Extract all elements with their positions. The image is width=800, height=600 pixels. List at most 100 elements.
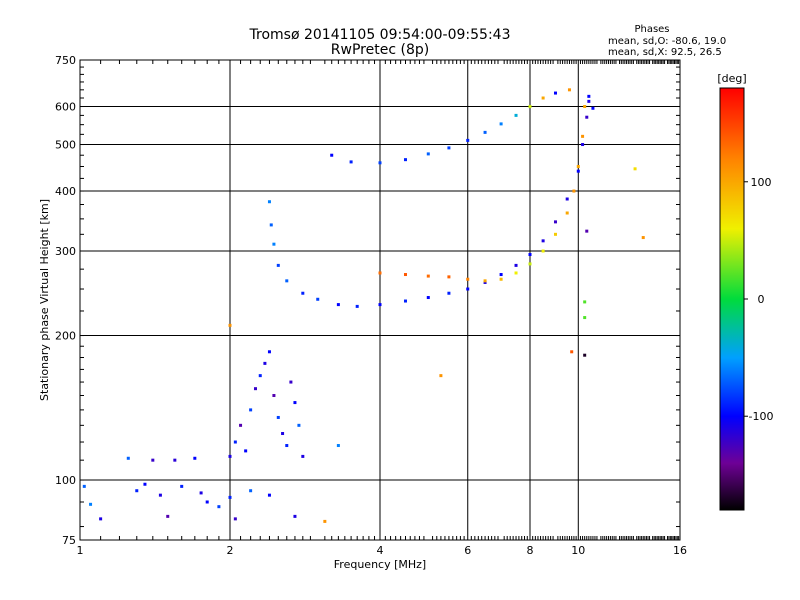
x-tick-label: 10 [571,544,585,557]
data-point [426,152,430,156]
data-point [180,484,184,488]
data-point [483,130,487,134]
data-point [289,380,293,384]
data-point [173,458,177,462]
data-point [466,287,470,291]
y-tick-label: 75 [62,534,76,547]
data-point [576,164,580,168]
x-axis-label: Frequency [MHz] [334,558,426,571]
chart-subtitle: RwPretec (8p) [331,42,429,58]
data-point [378,303,382,307]
data-point [581,134,585,138]
phase-x-stats: mean, sd,X: 92.5, 26.5 [608,47,722,58]
plot-frame [79,59,681,541]
x-tick-label: 4 [377,544,384,557]
data-point [514,113,518,117]
data-point [585,115,589,119]
x-tick-label: 2 [227,544,234,557]
data-point [126,456,130,460]
data-point [528,253,532,257]
data-point [269,223,273,227]
data-point [336,303,340,307]
data-point [466,277,470,281]
data-point [572,189,576,193]
data-point [276,415,280,419]
colorbar-label: [deg] [717,72,746,85]
data-point [217,505,221,509]
data-point [499,273,503,277]
data-point [297,423,301,427]
data-point [426,274,430,278]
x-tick-label: 1 [77,544,84,557]
data-point [585,229,589,233]
data-point [228,323,232,327]
data-point [89,502,93,506]
data-point [272,242,276,246]
colorbar-tick-label: 100 [751,176,772,189]
data-point [403,299,407,303]
x-tick-label: 16 [673,544,687,557]
x-tick-label: 6 [464,544,471,557]
data-point [267,493,271,497]
data-point [355,304,359,308]
data-point [641,236,645,240]
data-point [583,316,587,320]
data-point [285,444,289,448]
data-point [249,408,253,412]
data-point [281,432,285,436]
data-point [514,263,518,267]
data-point [349,160,353,164]
data-point [633,167,637,171]
phase-o-stats: mean, sd,O: -80.6, 19.0 [608,36,726,47]
data-point [403,273,407,277]
y-tick-label: 750 [55,54,76,67]
colorbar-gradient [719,87,745,511]
data-point [378,271,382,275]
data-point [541,96,545,100]
data-point [466,138,470,142]
data-point [447,291,451,295]
data-point [205,500,209,504]
data-point [253,387,257,391]
data-point [285,279,289,283]
data-point [528,105,532,109]
data-point [228,454,232,458]
data-point [276,263,280,267]
colorbar-tick-label: 0 [758,293,765,306]
data-point [583,105,587,109]
data-point [301,454,305,458]
data-point [272,394,276,398]
data-point [541,239,545,243]
data-point [583,353,587,357]
data-point [233,440,237,444]
data-point [567,88,571,92]
data-point [581,143,585,147]
data-point [239,423,243,427]
data-point [565,197,569,201]
y-tick-label: 300 [55,245,76,258]
y-axis-label: Stationary phase Virtual Height [km] [38,199,51,401]
data-point [570,350,574,354]
data-point [528,262,532,266]
phase-colorbar: [deg] 100 0 -100 [717,72,773,511]
y-tick-label: 600 [55,101,76,114]
data-point [267,200,271,204]
data-point [258,374,262,378]
data-point [591,106,595,110]
data-point [301,291,305,295]
data-point [330,153,334,157]
data-point [553,232,557,236]
plot-area: 1 2 4 6 8 10 16 75 100 200 300 400 500 600 750 [55,54,687,557]
data-point [403,158,407,162]
data-point [293,514,297,518]
chart-title: Tromsø 20141105 09:54:00-09:55:43 [249,27,511,43]
data-point [99,517,103,521]
y-tick-label: 400 [55,185,76,198]
data-point [316,297,320,301]
data-point [336,444,340,448]
data-point [499,277,503,281]
data-point [447,146,451,150]
y-tick-label: 500 [55,139,76,152]
data-point [135,489,139,493]
data-point [193,456,197,460]
